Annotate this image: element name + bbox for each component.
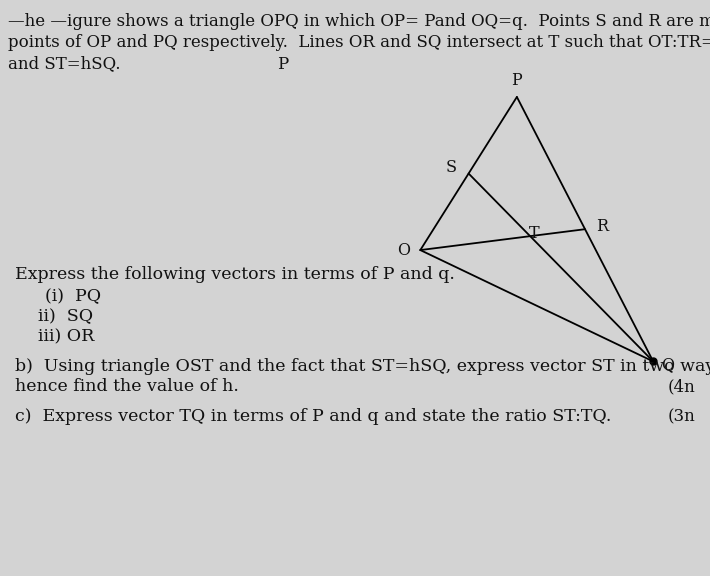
Text: (3n: (3n xyxy=(668,408,696,425)
Text: (i)  PQ: (i) PQ xyxy=(45,288,101,305)
Text: c)  Express vector TQ in terms of P and q and state the ratio ST:TQ.: c) Express vector TQ in terms of P and q… xyxy=(15,408,611,425)
Text: O: O xyxy=(397,241,410,259)
Text: T: T xyxy=(529,225,539,242)
Text: ii)  SQ: ii) SQ xyxy=(38,308,93,325)
Text: (4n: (4n xyxy=(668,378,696,395)
Text: P: P xyxy=(511,72,523,89)
Text: hence find the value of h.: hence find the value of h. xyxy=(15,378,239,395)
Text: points of OP and PQ respectively.  Lines OR and SQ intersect at T such that OT:T: points of OP and PQ respectively. Lines … xyxy=(8,34,710,51)
Text: iii) OR: iii) OR xyxy=(38,328,94,345)
Text: S: S xyxy=(446,160,457,176)
Text: —he —igure shows a triangle OPQ in which OP= Pand OQ=q.  Points S and R are mid: —he —igure shows a triangle OPQ in which… xyxy=(8,13,710,30)
Text: Express the following vectors in terms of P and q.: Express the following vectors in terms o… xyxy=(15,266,455,283)
Text: R: R xyxy=(596,218,608,235)
Text: and ST=hSQ.                              P: and ST=hSQ. P xyxy=(8,55,289,72)
Text: b)  Using triangle OST and the fact that ST=hSQ, express vector ST in two ways a: b) Using triangle OST and the fact that … xyxy=(15,358,710,375)
Text: Q: Q xyxy=(661,356,674,373)
